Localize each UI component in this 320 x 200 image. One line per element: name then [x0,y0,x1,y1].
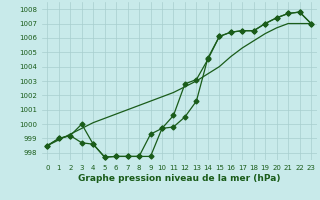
X-axis label: Graphe pression niveau de la mer (hPa): Graphe pression niveau de la mer (hPa) [78,174,280,183]
